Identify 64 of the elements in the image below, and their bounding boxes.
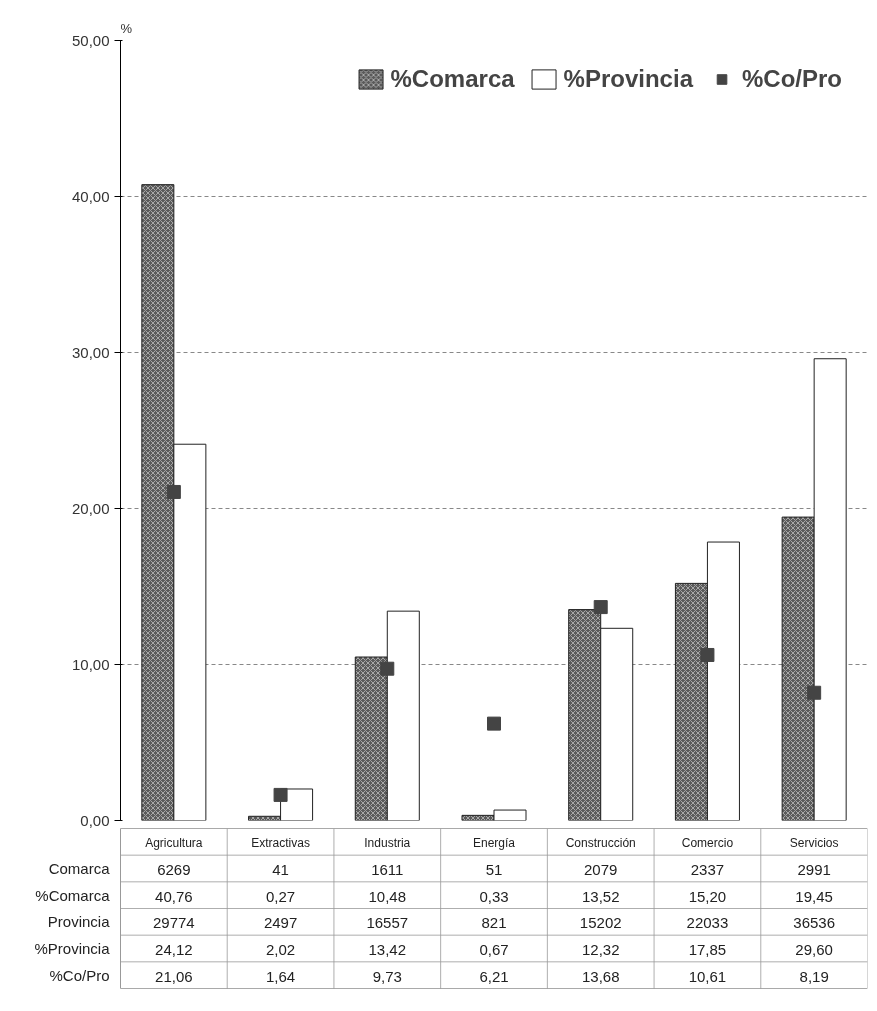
data-label: 17,85 [688, 940, 727, 958]
text: 51 [485, 860, 503, 878]
y-tick-label: 40,00 [71, 187, 110, 205]
data-label: 19,45 [795, 887, 833, 905]
data-label: 1,64 [265, 967, 296, 985]
x-tick-label: Construcción [565, 836, 636, 851]
text: 2079 [584, 860, 618, 878]
point [487, 716, 501, 731]
x-tick-label: Extractivas [251, 836, 310, 851]
text: Comarca [48, 860, 111, 877]
data-label: 0,67 [479, 940, 509, 958]
legend-label: %Co/Pro [741, 65, 842, 93]
data-label: 24,12 [155, 940, 193, 958]
y-tick-label: 20,00 [71, 499, 110, 517]
data-label: 21,06 [155, 967, 193, 985]
y-tick-label: 30,00 [71, 343, 110, 361]
text: %Provincia [34, 940, 110, 957]
x-tick-label: Agricultura [145, 836, 203, 851]
text: 821 [481, 914, 507, 932]
data-label: 12,32 [581, 940, 620, 958]
x-tick-label: Servicios [789, 836, 839, 851]
point [380, 661, 395, 676]
text: 15202 [579, 914, 622, 932]
data-label: 0,27 [265, 887, 296, 905]
text: 22033 [686, 914, 729, 932]
data-label: 0,33 [479, 887, 509, 905]
text: Provincia [47, 913, 111, 931]
x-tick-label: Comercio [681, 836, 734, 851]
text: 1611 [371, 860, 404, 878]
data-label: 13,42 [368, 940, 407, 958]
data-label: 8,19 [799, 967, 829, 985]
text: 2337 [690, 860, 725, 878]
data-label: 6,21 [479, 967, 509, 985]
x-tick-label: Industria [364, 836, 411, 851]
data-label: 9,73 [372, 967, 402, 985]
data-label: 13,68 [581, 967, 620, 985]
legend-label: %Provincia [563, 65, 693, 93]
y-axis-title: % [120, 20, 133, 36]
y-tick-label: 50,00 [71, 31, 110, 49]
text: %Co/Pro [49, 966, 110, 984]
legend-label: %Comarca [390, 65, 515, 93]
data-label: 13,52 [581, 887, 620, 905]
data-label: 10,48 [368, 887, 407, 905]
text: 41 [272, 860, 289, 878]
y-tick-label: 0,00 [80, 811, 110, 829]
point [593, 600, 608, 615]
data-label: 40,76 [155, 887, 193, 905]
data-label: 2,02 [265, 940, 296, 958]
text: 2991 [797, 860, 831, 878]
text: 29774 [153, 914, 195, 932]
y-tick-label: 10,00 [71, 655, 110, 673]
point [273, 787, 288, 802]
point [700, 647, 715, 662]
text: %Comarca [35, 886, 110, 904]
text: 2497 [263, 914, 298, 932]
text: 36536 [793, 914, 836, 932]
point [166, 484, 181, 499]
data-label: 15,20 [688, 887, 727, 905]
text: 16557 [366, 914, 409, 932]
point [807, 685, 822, 700]
text: 6269 [157, 860, 191, 878]
x-tick-label: Energía [472, 836, 516, 851]
data-label: 29,60 [795, 940, 833, 958]
data-label: 10,61 [688, 967, 727, 985]
